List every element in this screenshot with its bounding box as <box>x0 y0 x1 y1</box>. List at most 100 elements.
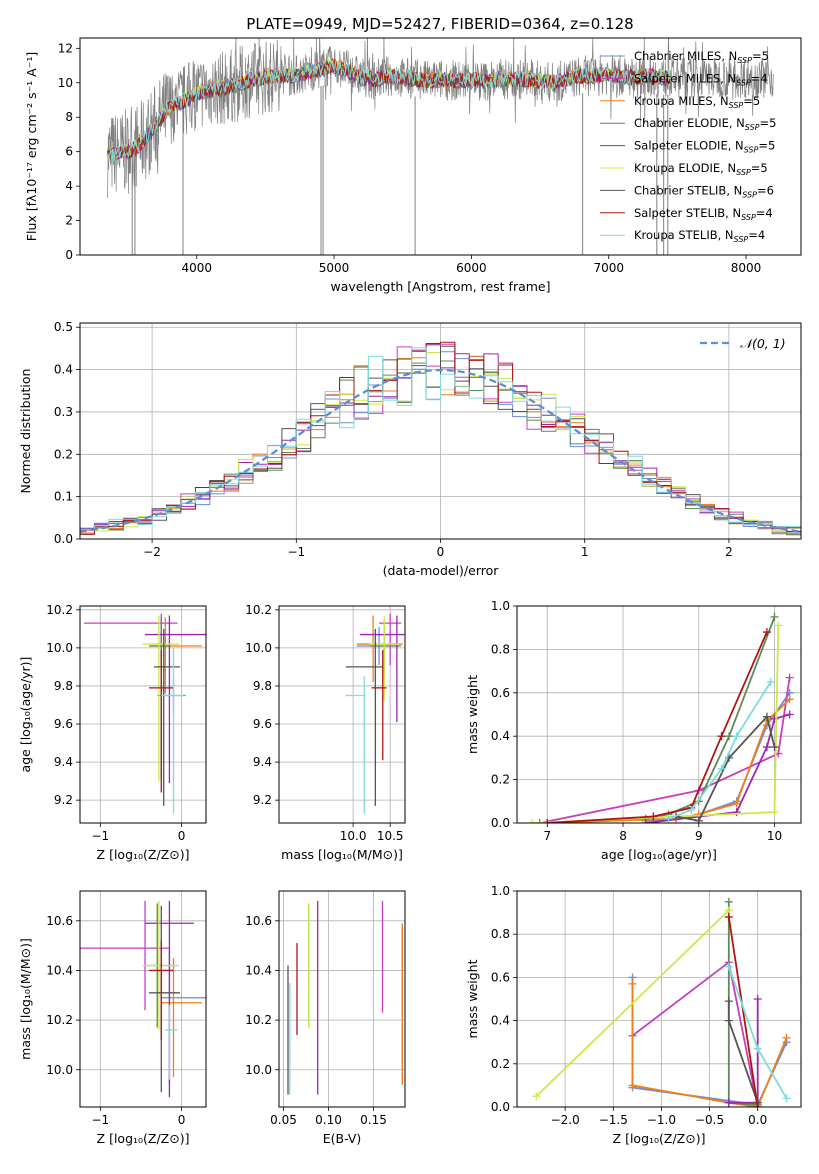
y-tick-label: 12 <box>58 41 73 55</box>
series-marker <box>732 799 741 808</box>
series-marker <box>694 816 703 823</box>
series-line <box>645 616 776 820</box>
residuals-plot <box>80 341 801 536</box>
gauss-legend-label: 𝒩(0, 1) <box>740 336 786 351</box>
y-tick-label: 8 <box>65 110 73 124</box>
y-tick-label: 2 <box>65 214 73 228</box>
y-tick-label: 0.2 <box>491 773 510 787</box>
x-tick-label: 9 <box>695 829 703 843</box>
series-marker <box>753 995 762 1003</box>
errorbar-kroupa-miles <box>356 615 403 683</box>
series-chabrier-elodie <box>641 612 779 823</box>
legend-label: Kroupa STELIB, NSSP=4 <box>634 228 765 244</box>
x-tick-label: −1.5 <box>599 1113 628 1127</box>
age_vs_z-grid <box>80 606 206 823</box>
series-marker <box>762 743 771 752</box>
legend-label: Chabrier MILES, NSSP=5 <box>634 49 769 65</box>
y-tick-label: 0.0 <box>491 816 510 830</box>
y-tick-label: 10.6 <box>245 914 272 928</box>
x-tick-label: 8 <box>619 829 627 843</box>
y-tick-label: 10.0 <box>245 641 272 655</box>
y-tick-label: 1.0 <box>491 599 510 613</box>
y-tick-label: 0.6 <box>491 970 510 984</box>
series-kroupa-stelib <box>724 962 791 1103</box>
model-line-kroupa-stelib <box>107 58 671 162</box>
x-tick-label: −0.5 <box>695 1113 724 1127</box>
weight_vs_z-panel: −2.0 −1.5 −1.0 −0.5 0.0 0.0 0.2 0.4 0.6 0.8 1.0 Z [… <box>465 884 802 1146</box>
y-tick-label: 10.2 <box>46 603 73 617</box>
y-tick-label: 0.4 <box>491 1014 510 1028</box>
series-salpeter-stelib <box>543 628 771 823</box>
weight_vs_age-plot <box>528 612 794 823</box>
spectrum-panel: 4000 5000 6000 7000 8000 0 2 4 6 8 10 12 wavelength … <box>24 37 802 294</box>
series-marker <box>724 912 733 921</box>
x-tick-label: 2 <box>725 545 733 559</box>
y-tick-label: 0.0 <box>54 532 73 546</box>
legend-label: Chabrier ELODIE, NSSP=5 <box>634 116 776 132</box>
series-marker <box>770 612 779 621</box>
x-tick-label: 7 <box>543 829 551 843</box>
y-tick-label: 10.2 <box>245 1013 272 1027</box>
gaussian-curve <box>80 368 801 533</box>
x-tick-label: −1.0 <box>647 1113 676 1127</box>
y-tick-label: 9.4 <box>54 755 73 769</box>
mass_vs_z-frame <box>79 890 207 1108</box>
series-line <box>547 631 768 823</box>
age_vs_z-frame <box>79 605 207 824</box>
errorbar-salpeter-miles <box>80 900 170 1011</box>
legend-label: Kroupa ELODIE, NSSP=5 <box>634 161 768 177</box>
y-tick-label: 9.2 <box>54 793 73 807</box>
hist-step-kroupa-stelib <box>80 347 801 530</box>
series-marker <box>732 808 741 817</box>
series-marker <box>724 1016 733 1025</box>
mass_vs_z-xlabel: Z [log₁₀(Z/Z⊙)] <box>97 1131 190 1146</box>
weight_vs_z-frame <box>516 890 802 1108</box>
series-marker <box>535 819 544 823</box>
x-tick-label: −1 <box>91 1113 109 1127</box>
y-tick-label: 10.6 <box>46 914 73 928</box>
series-marker <box>687 805 696 814</box>
y-tick-label: 9.8 <box>253 679 272 693</box>
spectrum-legend: Chabrier MILES, NSSP=5 Salpeter MILES, NS… <box>600 49 776 244</box>
weight_vs_z-plot <box>532 897 791 1107</box>
y-tick-label: 10.0 <box>245 1063 272 1077</box>
series-marker <box>785 710 794 719</box>
errorbar-chabrier-stelib <box>153 628 180 806</box>
series-kroupa-stelib <box>664 677 775 823</box>
spectrum-data-line <box>107 38 774 199</box>
x-tick-label: −2 <box>143 545 161 559</box>
series-kroupa-miles <box>543 695 794 823</box>
series-marker <box>785 673 794 682</box>
x-tick-label: −1 <box>287 545 305 559</box>
weight_vs_age-panel: 7 8 9 10 0.0 0.2 0.4 0.6 0.8 1.0 age [log₁₀(age/yr… <box>465 599 802 862</box>
x-tick-label: −2.0 <box>551 1113 580 1127</box>
errorbar-kroupa-miles <box>161 958 202 1078</box>
age_vs_z-panel: −1 0 9.2 9.4 9.6 9.8 10.0 10.2 Z [log₁₀(Z/Z⊙)] ag… <box>18 603 207 862</box>
errorbar-salpeter-stelib <box>149 649 174 793</box>
x-tick-label: 8000 <box>731 261 762 275</box>
x-tick-label: 1 <box>581 545 589 559</box>
y-tick-label: 0.8 <box>491 642 510 656</box>
age_vs_mass-panel: 10.0 10.5 9.2 9.4 9.6 9.8 10.0 10.2 mass [log₁₀(… <box>245 603 406 862</box>
y-tick-label: 1.0 <box>491 884 510 898</box>
legend-label: Kroupa MILES, NSSP=5 <box>634 94 760 110</box>
series-marker <box>782 1033 791 1042</box>
residuals-xlabel: (data-model)/error <box>383 563 500 578</box>
x-tick-label: 4000 <box>181 261 212 275</box>
weight_vs_age-ylabel: mass weight <box>465 675 480 754</box>
y-tick-label: 10.0 <box>46 641 73 655</box>
errorbar-chabrier-miles <box>161 948 206 1085</box>
y-tick-label: 10 <box>58 76 73 90</box>
series-marker <box>770 743 779 752</box>
series-salpeter-stelib <box>724 912 762 1107</box>
errorbar-salpeter-miles <box>379 613 402 666</box>
weight_vs_z-xlabel: Z [log₁₀(Z/Z⊙)] <box>613 1131 706 1146</box>
hist-step-salpeter-stelib <box>80 341 801 535</box>
age_vs_mass-xlabel: mass [log₁₀(M/M⊙)] <box>281 847 403 862</box>
legend-label: Salpeter MILES, NSSP=4 <box>634 71 768 87</box>
legend-label: Salpeter STELIB, NSSP=4 <box>634 206 773 222</box>
series-marker <box>528 819 537 823</box>
spectrum-plot <box>107 38 774 255</box>
series-marker <box>628 1081 637 1090</box>
errorbar-salpeter-stelib <box>371 649 387 761</box>
